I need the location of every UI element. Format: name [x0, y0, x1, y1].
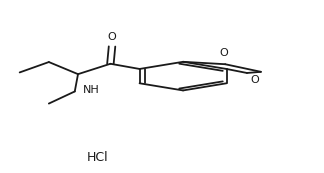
Text: O: O — [219, 48, 228, 58]
Text: O: O — [251, 75, 260, 85]
Text: HCl: HCl — [87, 151, 108, 164]
Text: O: O — [108, 32, 116, 42]
Text: NH: NH — [83, 85, 99, 95]
